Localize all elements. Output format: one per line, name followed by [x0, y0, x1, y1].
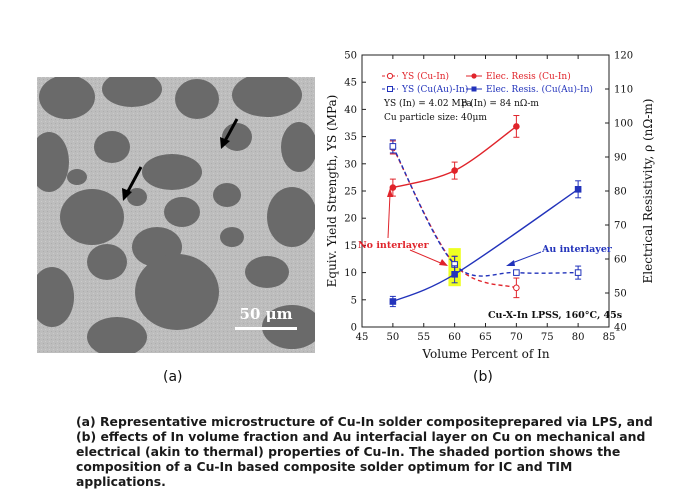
data-point	[513, 123, 520, 130]
x-tick-label: 80	[572, 332, 585, 343]
annotation-ys-in: YS (In) = 4.02 MPa	[383, 98, 472, 109]
series-line	[392, 188, 579, 303]
label-no-interlayer: No interlayer	[358, 240, 430, 251]
chart-ticks: 45 50 55 60 65 70 75 80 85 0 5 10 15 20 25 30 35 40 45 50 40…	[344, 51, 633, 344]
y-tick-label: 15	[344, 241, 357, 252]
series-2	[389, 115, 520, 197]
data-point	[451, 271, 458, 278]
y2-tick-label: 120	[614, 51, 633, 62]
x-tick-label: 60	[448, 332, 461, 343]
microstructure-micrograph: 50 μm	[37, 77, 315, 353]
scale-bar	[235, 327, 297, 330]
y2-tick-label: 70	[614, 221, 627, 232]
y2-axis-label: Electrical Resistivity, ρ (nΩ-m)	[641, 99, 655, 284]
data-point	[513, 269, 520, 276]
x-tick-label: 55	[417, 332, 430, 343]
y2-tick-label: 80	[614, 187, 627, 198]
annotation-rho-in: ρ (In) = 84 nΩ-m	[462, 98, 539, 109]
data-point	[389, 184, 397, 191]
no-interlayer-callout: No interlayer	[358, 188, 448, 266]
y-tick-label: 0	[351, 323, 357, 334]
legend-ys-cu-in: YS (Cu-In)	[401, 71, 449, 82]
y-tick-label: 20	[344, 214, 357, 225]
au-interlayer-callout: Au interlayer	[506, 244, 613, 266]
x-tick-label: 45	[356, 332, 369, 343]
chart-series	[389, 115, 582, 308]
data-point	[574, 269, 582, 276]
legend-er-cu-in: Elec. Resis (Cu-In)	[486, 71, 571, 82]
chart-legend: YS (Cu-In) Elec. Resis (Cu-In) YS (Cu(Au…	[382, 71, 593, 95]
legend-er-cuau-in: Elec. Resis. (Cu(Au)-In)	[486, 84, 593, 95]
data-point	[389, 143, 397, 150]
series-3	[389, 180, 582, 308]
legend-marker-ys-cu-in	[386, 72, 394, 80]
y-tick-label: 30	[344, 159, 357, 170]
data-point	[451, 167, 458, 174]
copper-particles	[37, 77, 315, 353]
legend-marker-er-cu-in	[471, 73, 477, 79]
legend-marker-er-cuau-in	[471, 86, 477, 92]
y2-tick-label: 50	[614, 289, 627, 300]
annotation-particle-size: Cu particle size: 40μm	[384, 113, 487, 123]
x-tick-label: 70	[510, 332, 523, 343]
data-point	[389, 298, 397, 305]
scale-bar-label: 50 μm	[240, 305, 293, 323]
arrow-marks	[122, 118, 239, 201]
y-tick-label: 10	[344, 268, 357, 279]
data-point	[513, 284, 520, 292]
y-tick-label: 5	[351, 295, 357, 306]
y2-tick-label: 40	[614, 323, 627, 334]
data-point	[574, 186, 582, 193]
y-tick-label: 25	[344, 187, 357, 198]
y2-tick-label: 90	[614, 153, 627, 164]
chart-axes	[361, 54, 610, 328]
legend-marker-ys-cuau-in	[387, 86, 393, 92]
legend-ys-cuau-in: YS (Cu(Au)-In)	[401, 84, 468, 95]
panel-label-b: (b)	[473, 369, 493, 385]
x-tick-label: 75	[541, 332, 554, 343]
x-tick-label: 50	[387, 332, 400, 343]
series-1	[389, 139, 582, 280]
x-tick-label: 85	[603, 332, 616, 343]
y-tick-label: 45	[344, 78, 357, 89]
series-line	[392, 146, 579, 277]
y-axis-label: Equiv. Yield Strength, YS (MPa)	[325, 95, 339, 288]
annotation-process: Cu-X-In LPSS, 160°C, 45s	[488, 310, 622, 321]
y2-tick-label: 110	[614, 85, 633, 96]
y-tick-label: 35	[344, 132, 357, 143]
label-au-interlayer: Au interlayer	[541, 244, 613, 255]
x-tick-label: 65	[479, 332, 492, 343]
y-tick-label: 50	[344, 51, 357, 62]
y2-tick-label: 100	[614, 119, 633, 130]
figure-caption: (a) Representative microstructure of Cu-…	[76, 414, 653, 489]
y2-tick-label: 60	[614, 255, 627, 266]
x-axis-label: Volume Percent of In	[421, 347, 549, 361]
panel-label-a: (a)	[163, 369, 183, 385]
y-tick-label: 40	[344, 105, 357, 116]
